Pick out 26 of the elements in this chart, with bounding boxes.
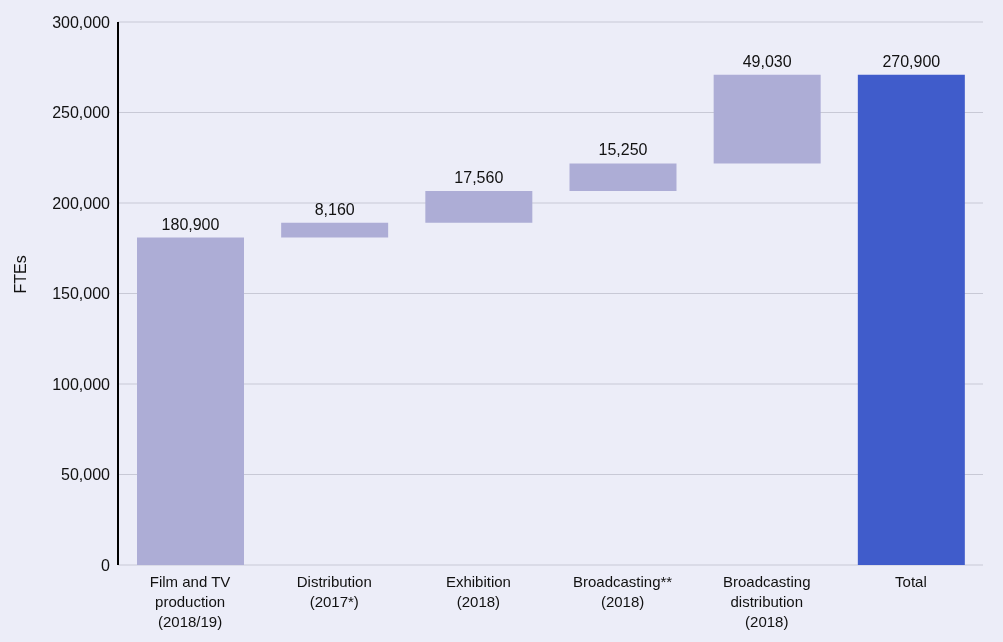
y-axis-title: FTEs [11,255,29,294]
data-label: 270,900 [882,52,941,70]
x-tick-label: Total [895,573,927,590]
bar [713,74,821,164]
bar [281,222,389,238]
data-label: 180,900 [161,215,220,233]
bar [569,163,677,192]
y-tick-label: 0 [101,556,111,574]
x-tick-label: Film and TV production (2018/19) [149,573,231,630]
bar [137,237,244,565]
data-label: 49,030 [742,52,792,70]
data-label: 17,560 [454,169,504,187]
x-tick-label: Distribution (2017*) [296,573,372,610]
y-tick-label: 100,000 [52,375,111,393]
x-tick-label: Exhibition (2018) [445,573,511,610]
y-tick-label: 300,000 [52,13,111,31]
x-tick-label: Broadcasting distribution (2018) [722,573,811,630]
bar [857,74,965,565]
y-tick-label: 200,000 [52,194,111,212]
y-tick-label: 250,000 [52,104,111,122]
bar [425,191,533,223]
data-label: 15,250 [598,141,648,159]
y-tick-label: 150,000 [52,285,111,303]
data-label: 8,160 [314,200,355,218]
y-tick-label: 50,000 [61,466,111,484]
x-tick-label: Broadcasting** (2018) [572,573,673,610]
